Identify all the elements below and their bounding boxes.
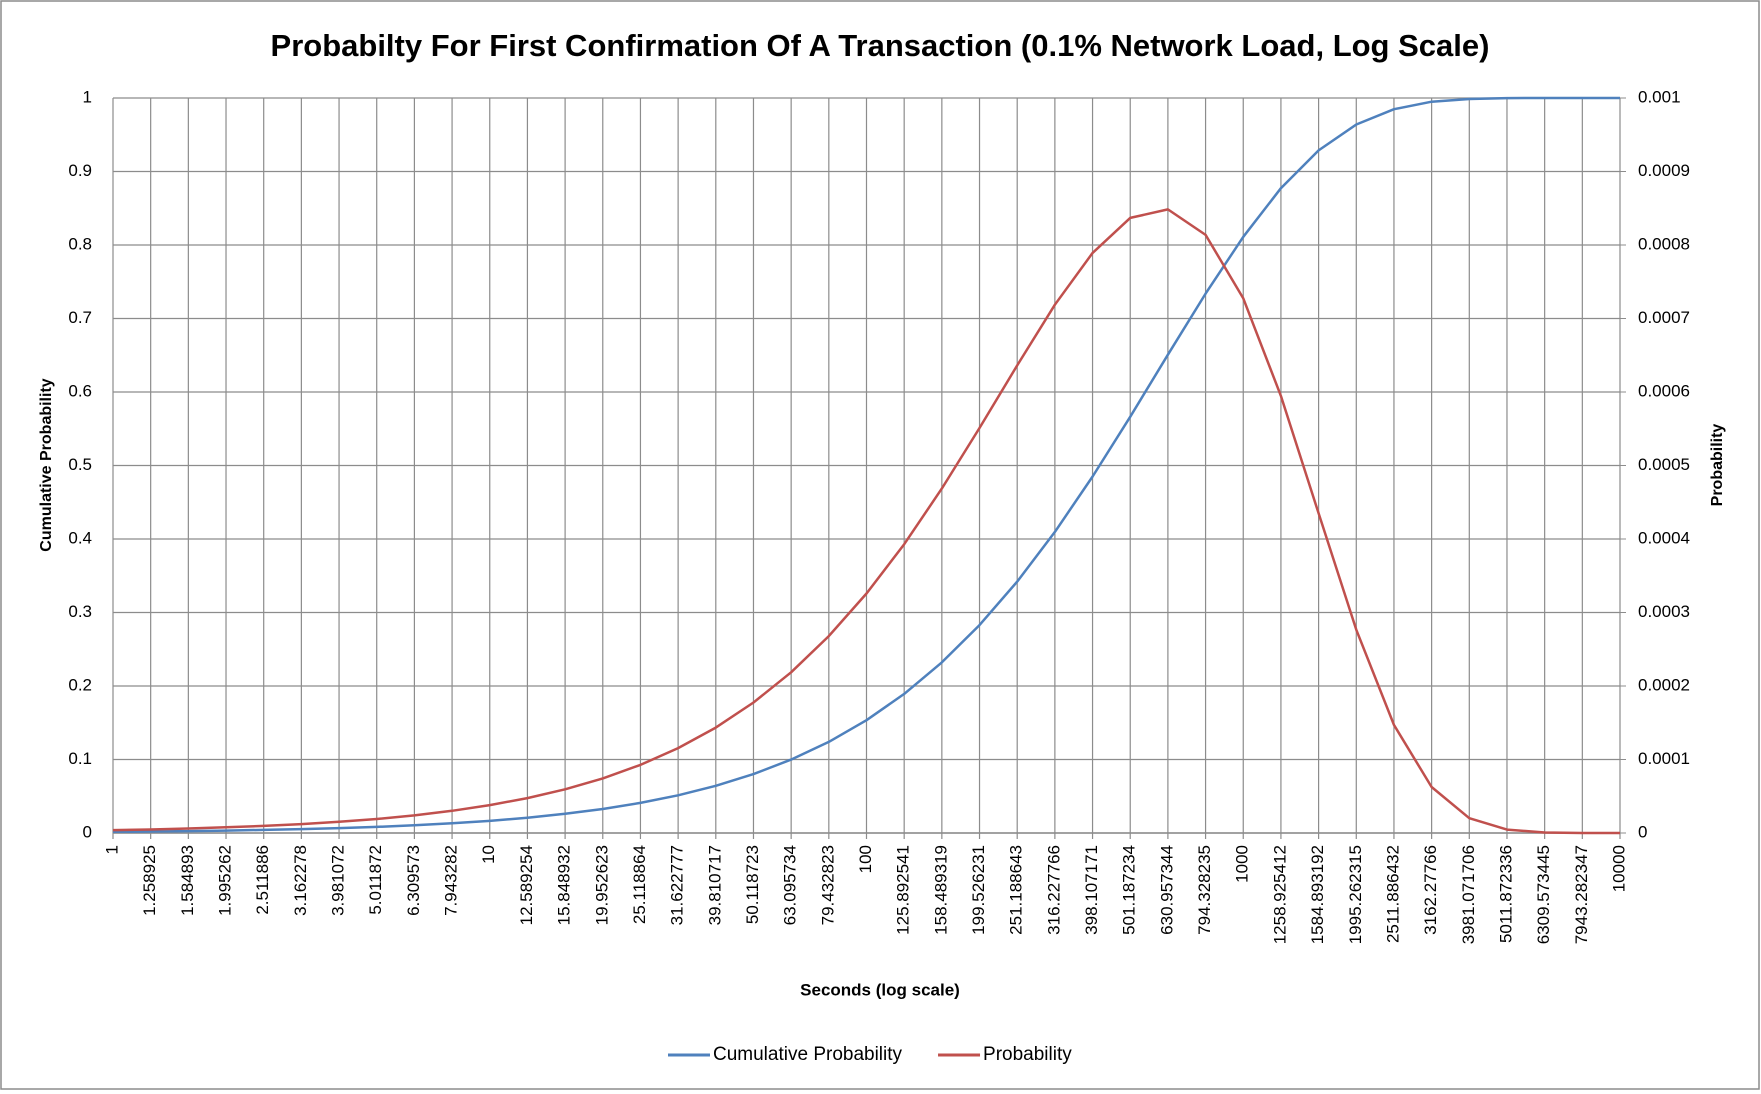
y-tick-label: 0.1	[68, 749, 92, 768]
x-tick-label: 7.943282	[442, 845, 461, 916]
x-tick-label: 2511.886432	[1383, 845, 1402, 943]
y-tick-label: 0.3	[68, 602, 92, 621]
x-tick-label: 1258.925412	[1270, 845, 1289, 944]
legend-label: Probability	[983, 1044, 1072, 1065]
y-tick-label: 0.9	[68, 161, 92, 180]
y-tick-label: 1	[83, 87, 92, 106]
x-tick-label: 6309.573445	[1534, 845, 1553, 944]
x-tick-label: 5.011872	[366, 845, 385, 915]
x-tick-label: 794.328235	[1195, 845, 1214, 935]
x-tick-label: 1	[102, 845, 121, 854]
y-tick-label: 0.5	[68, 455, 92, 474]
y2-tick-label: 0.0007	[1638, 308, 1690, 327]
x-tick-label: 1000	[1233, 845, 1252, 883]
x-tick-label: 3981.071706	[1459, 845, 1478, 944]
x-axis-label: Seconds (log scale)	[800, 980, 960, 999]
y2-tick-label: 0.0002	[1638, 675, 1690, 694]
x-tick-label: 199.526231	[969, 845, 988, 935]
x-tick-label: 1995.262315	[1346, 845, 1365, 944]
x-tick-label: 19.952623	[592, 845, 611, 925]
x-tick-label: 125.892541	[894, 845, 913, 935]
x-tick-label: 316.227766	[1044, 845, 1063, 935]
x-tick-label: 31.622777	[668, 845, 687, 925]
y2-tick-label: 0.001	[1638, 87, 1681, 106]
series-line	[112, 96, 1620, 834]
x-tick-label: 12.589254	[517, 845, 536, 925]
y-tick-label: 0.2	[68, 675, 92, 694]
x-tick-label: 630.957344	[1157, 845, 1176, 935]
y-tick-label: 0.4	[68, 528, 92, 547]
x-tick-label: 100	[856, 845, 875, 873]
x-tick-label: 398.107171	[1082, 845, 1101, 935]
x-tick-label: 10000	[1609, 845, 1628, 892]
y-tick-label: 0.7	[68, 308, 92, 327]
x-tick-label: 5011.872336	[1496, 845, 1515, 943]
y2-tick-label: 0.0005	[1638, 455, 1690, 474]
x-tick-label: 158.489319	[931, 845, 950, 935]
y-tick-label: 0.8	[68, 234, 92, 253]
x-tick-label: 1.258925	[140, 845, 159, 916]
chart-title: Probabilty For First Confirmation Of A T…	[271, 28, 1490, 63]
x-tick-label: 39.810717	[705, 845, 724, 925]
x-tick-label: 1584.893192	[1308, 845, 1327, 944]
y2-tick-label: 0.0001	[1638, 749, 1690, 768]
x-tick-label: 3.162278	[291, 845, 310, 916]
x-tick-label: 25.118864	[630, 845, 649, 924]
y-tick-label: 0	[83, 822, 92, 841]
y2-tick-label: 0.0006	[1638, 381, 1690, 400]
x-tick-label: 3.981072	[329, 845, 348, 916]
y2-tick-label: 0.0004	[1638, 528, 1690, 547]
y2-tick-label: 0	[1638, 822, 1647, 841]
y-axis-label: Cumulative Probability	[38, 378, 55, 551]
x-tick-label: 6.309573	[404, 845, 423, 916]
x-tick-label: 1.584893	[178, 845, 197, 916]
x-tick-label: 15.848932	[555, 845, 574, 925]
series-line	[112, 208, 1620, 835]
x-tick-label: 79.432823	[818, 845, 837, 925]
x-tick-label: 1.995262	[216, 845, 235, 916]
y2-tick-label: 0.0009	[1638, 161, 1690, 180]
y2-tick-label: 0.0003	[1638, 602, 1690, 621]
x-tick-label: 7943.282347	[1572, 845, 1591, 944]
y2-axis-label: Probability	[1709, 424, 1726, 507]
x-tick-label: 50.118723	[743, 845, 762, 924]
y-tick-label: 0.6	[68, 381, 92, 400]
x-tick-label: 3162.27766	[1421, 845, 1440, 935]
x-tick-label: 501.187234	[1120, 845, 1139, 935]
x-tick-label: 251.188643	[1007, 845, 1026, 935]
x-tick-label: 63.095734	[781, 845, 800, 925]
legend-label: Cumulative Probability	[713, 1044, 903, 1065]
x-tick-label: 2.511886	[253, 845, 272, 915]
y2-tick-label: 0.0008	[1638, 234, 1690, 253]
x-tick-label: 10	[479, 845, 498, 864]
